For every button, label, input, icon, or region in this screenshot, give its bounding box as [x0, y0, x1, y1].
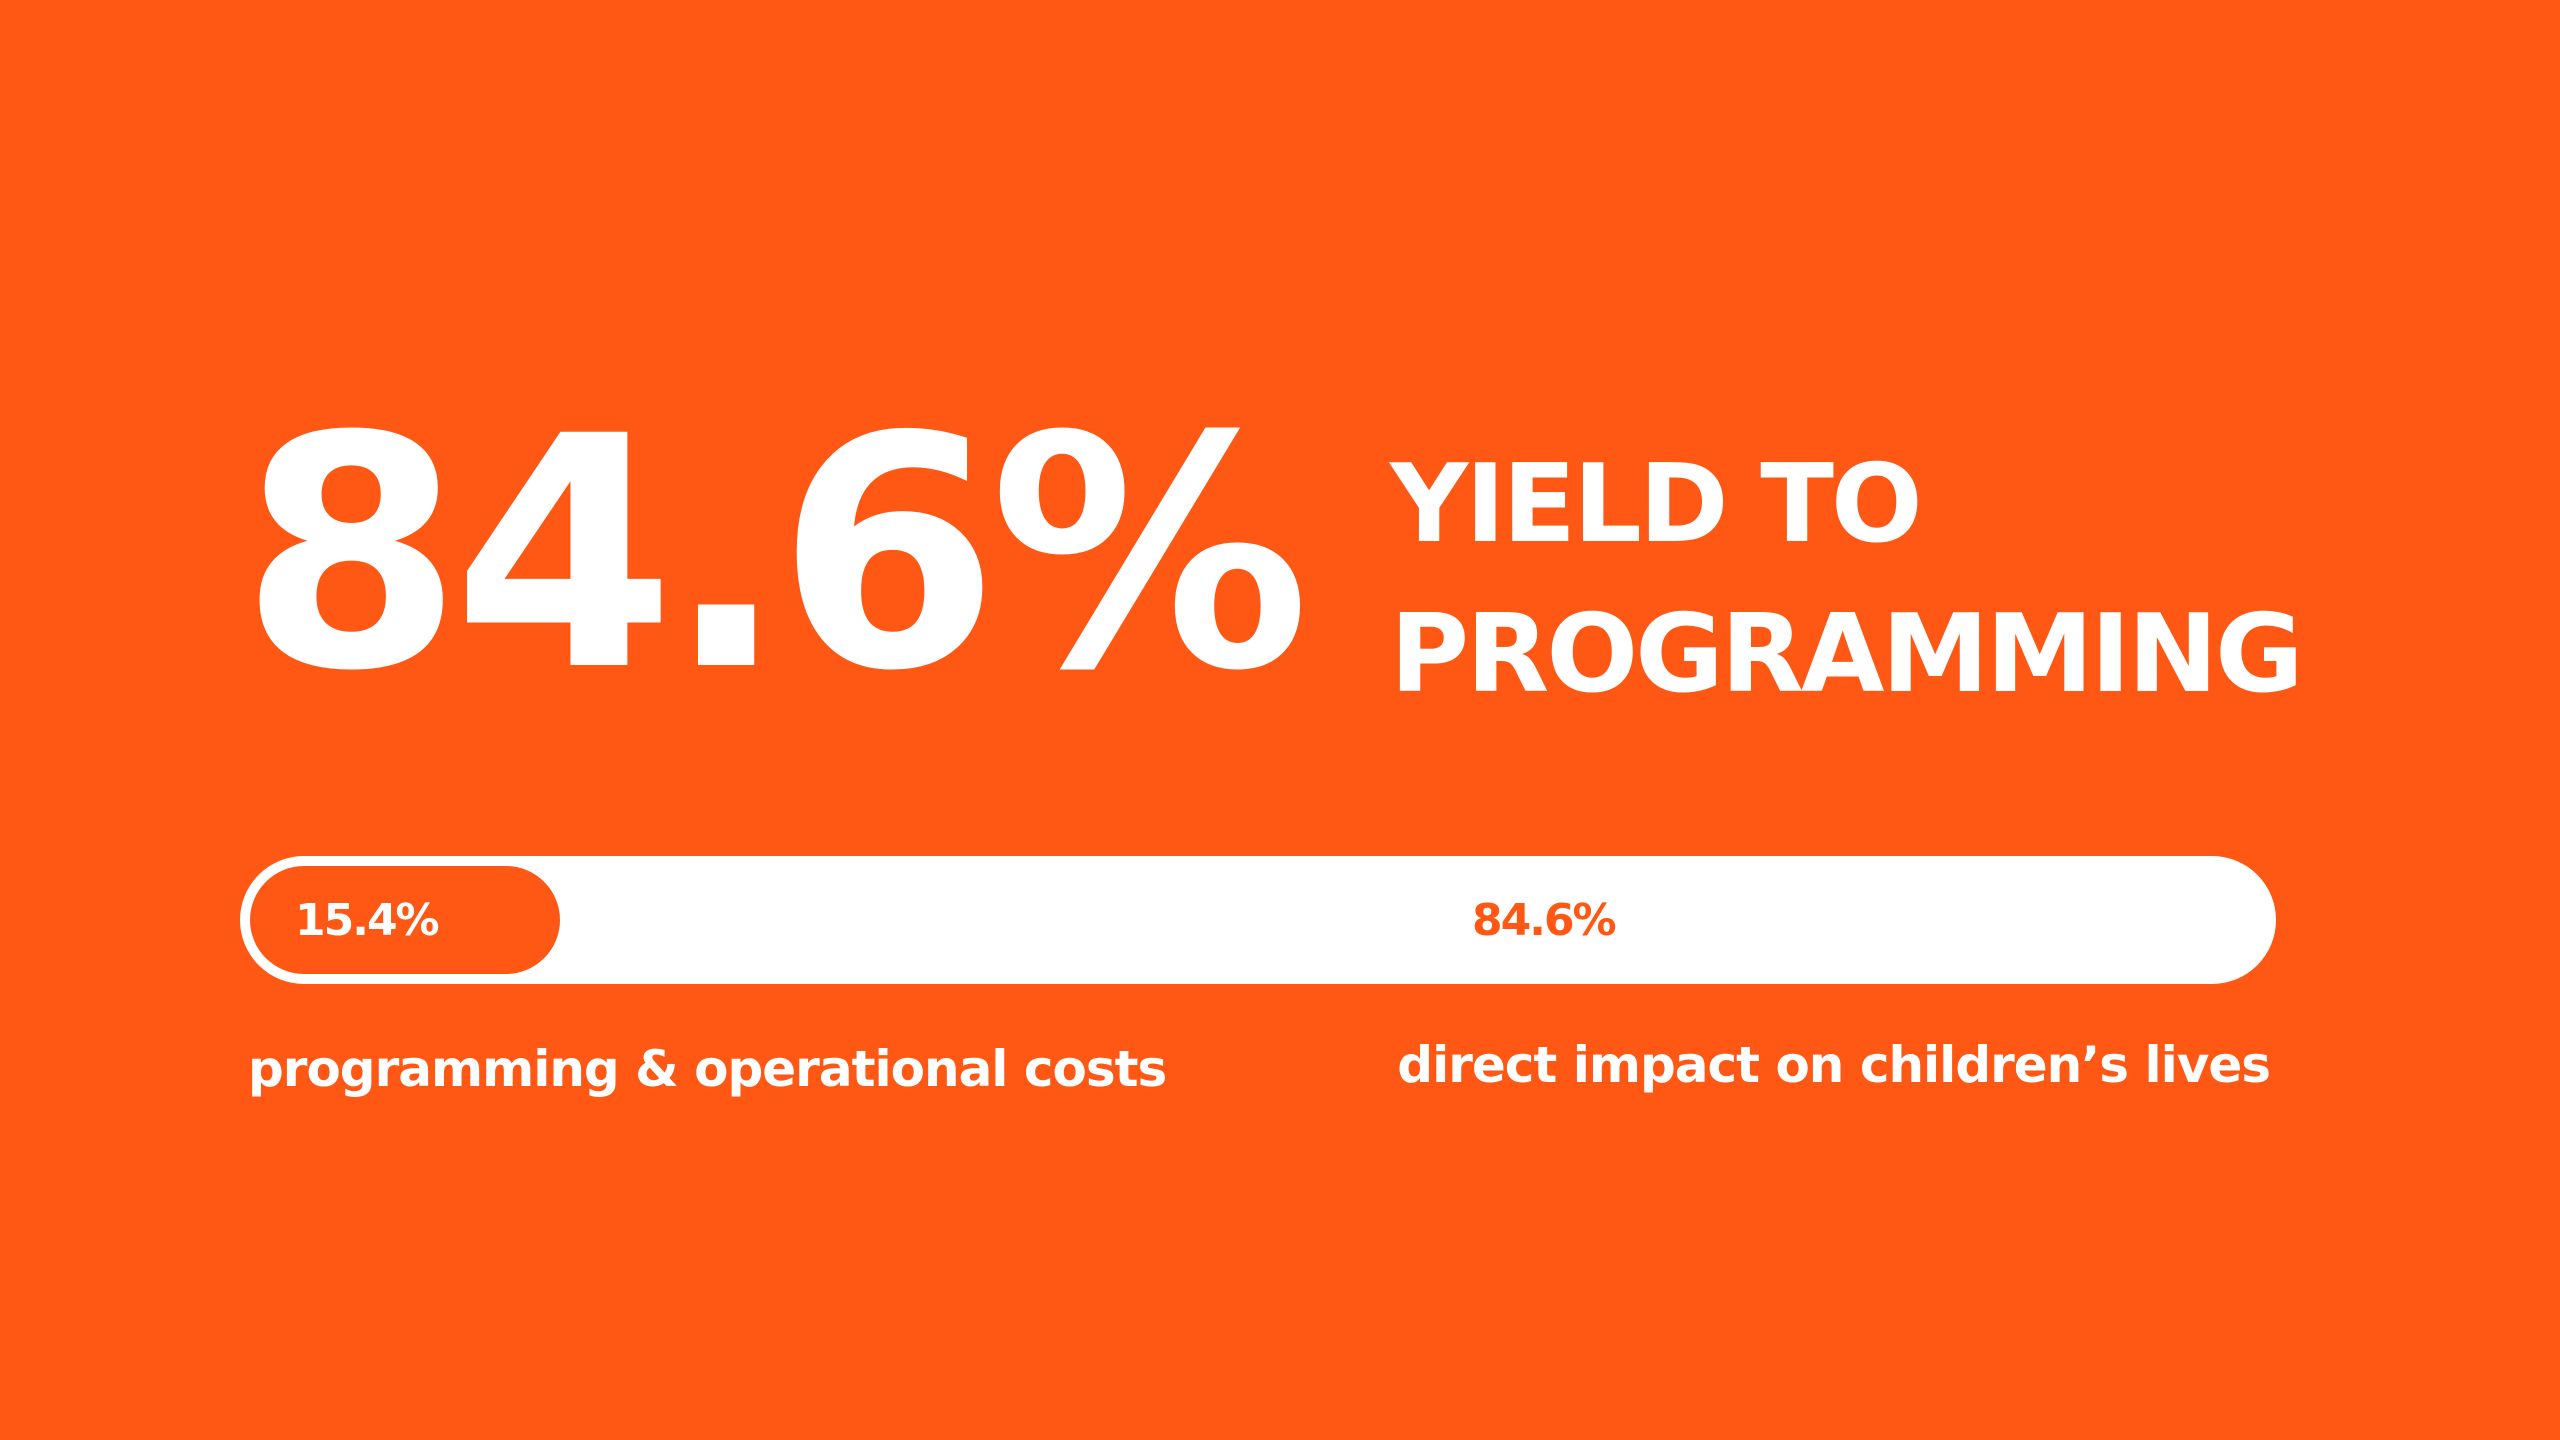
- costs-percentage: 15.4%: [295, 894, 440, 946]
- headline: YIELD TO PROGRAMMING: [1390, 430, 2304, 730]
- headline-line-2: PROGRAMMING: [1390, 592, 2304, 717]
- impact-caption: direct impact on children’s lives: [1397, 1036, 2271, 1094]
- big-stat-value: 84.6%: [240, 369, 1310, 741]
- costs-caption: programming & operational costs: [248, 1040, 1167, 1098]
- progress-bar: 15.4% 84.6%: [240, 856, 2276, 984]
- headline-line-1: YIELD TO: [1390, 442, 1923, 567]
- impact-percentage: 84.6%: [1472, 894, 1617, 946]
- progress-bar-fill: 15.4%: [250, 866, 560, 974]
